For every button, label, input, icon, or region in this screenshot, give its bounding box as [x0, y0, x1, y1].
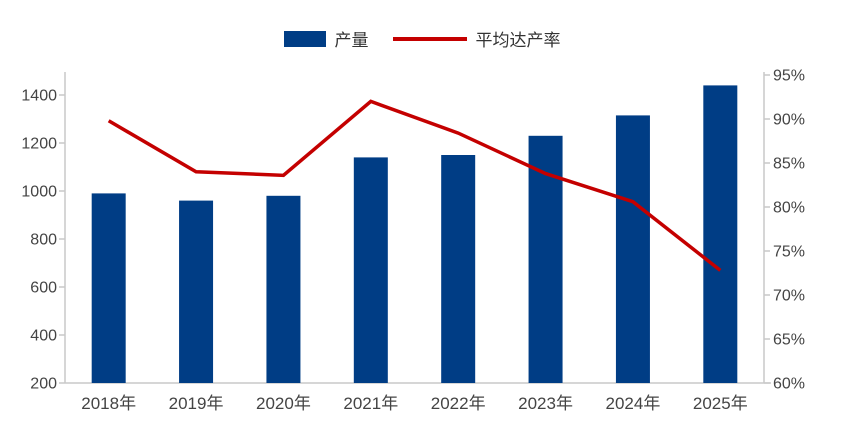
- x-axis-category-label: 2023年: [518, 394, 573, 413]
- x-axis-category-label: 2024年: [606, 394, 661, 413]
- right-axis-tick-label: 60%: [773, 376, 805, 393]
- left-axis-tick-label: 600: [30, 280, 57, 297]
- x-axis-category-label: 2021年: [343, 394, 398, 413]
- x-axis-category-label: 2022年: [431, 394, 486, 413]
- right-axis-tick-label: 95%: [773, 68, 805, 85]
- left-axis-tick-label: 1200: [21, 136, 57, 153]
- production-bar[interactable]: [266, 195, 301, 383]
- left-axis-tick-label: 200: [30, 376, 57, 393]
- right-axis-tick-label: 90%: [773, 112, 805, 129]
- legend: 产量 平均达产率: [0, 26, 844, 51]
- x-axis-category-label: 2025年: [693, 394, 748, 413]
- right-axis-tick-label: 85%: [773, 156, 805, 173]
- production-bar[interactable]: [179, 200, 214, 383]
- left-axis-tick-label: 400: [30, 328, 57, 345]
- right-axis-tick-label: 75%: [773, 244, 805, 261]
- left-axis-tick-label: 1000: [21, 184, 57, 201]
- legend-label-rate: 平均达产率: [475, 31, 561, 50]
- production-bar[interactable]: [615, 115, 650, 384]
- right-axis-tick-label: 70%: [773, 288, 805, 305]
- legend-label-production: 产量: [334, 31, 369, 50]
- production-bar[interactable]: [91, 193, 126, 383]
- x-axis-category-label: 2018年: [81, 394, 136, 413]
- bar-swatch-icon: [283, 30, 326, 47]
- right-axis-tick-label: 80%: [773, 200, 805, 217]
- rate-line[interactable]: [107, 99, 722, 272]
- line-swatch-icon: [392, 36, 467, 41]
- left-axis-tick-label: 1400: [21, 88, 57, 105]
- legend-item-production[interactable]: 产量: [283, 26, 369, 51]
- production-bar[interactable]: [353, 157, 388, 383]
- production-bar[interactable]: [703, 85, 738, 384]
- left-axis-tick-label: 800: [30, 232, 57, 249]
- right-axis-tick-label: 65%: [773, 332, 805, 349]
- production-bar[interactable]: [441, 155, 476, 383]
- legend-item-rate[interactable]: 平均达产率: [392, 26, 561, 51]
- x-axis-category-label: 2020年: [256, 394, 311, 413]
- x-axis-category-label: 2019年: [169, 394, 224, 413]
